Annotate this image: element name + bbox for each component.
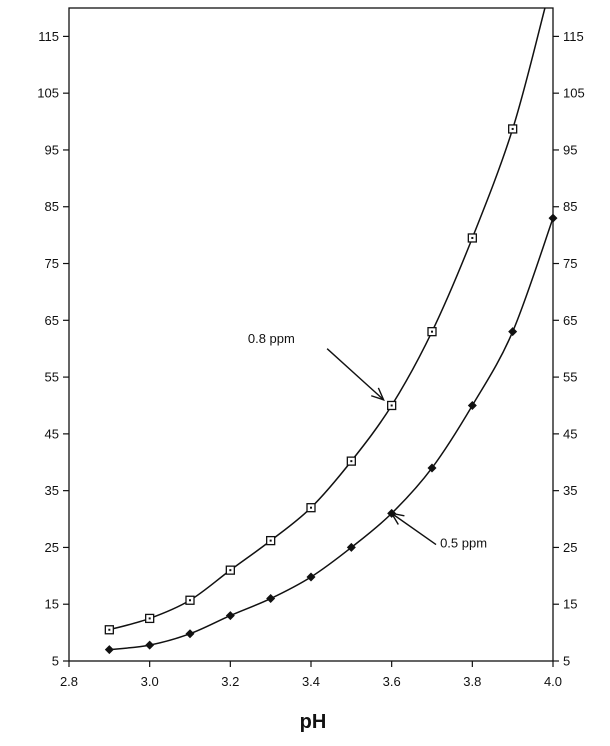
data-point <box>508 327 518 337</box>
series-group <box>104 8 558 655</box>
y-tick-label-right: 15 <box>563 597 577 612</box>
y-tick-label-right: 115 <box>563 29 584 44</box>
y-tick-label-right: 45 <box>563 426 577 441</box>
y-tick-label-left: 25 <box>45 540 59 555</box>
x-tick-label: 3.0 <box>141 674 159 689</box>
data-point <box>185 595 195 605</box>
y-tick-label-left: 35 <box>45 483 59 498</box>
data-point <box>145 640 155 650</box>
data-point <box>225 565 235 575</box>
data-point <box>548 213 558 223</box>
y-tick-label-left: 115 <box>38 29 59 44</box>
y-tick-label-right: 95 <box>563 142 577 157</box>
data-point <box>225 611 235 621</box>
annotation-label: 0.5 ppm <box>440 535 487 550</box>
annotation-arrowhead <box>390 512 405 525</box>
x-tick-label: 3.6 <box>383 674 401 689</box>
data-point <box>306 503 316 513</box>
data-point <box>508 124 518 134</box>
series-line <box>109 217 553 651</box>
y-tick-label-left: 5 <box>52 654 59 669</box>
y-tick-label-left: 45 <box>45 426 59 441</box>
y-tick-label-right: 5 <box>563 654 570 669</box>
y-tick-label-right: 105 <box>563 86 585 101</box>
data-point <box>266 535 276 546</box>
y-tick-label-left: 65 <box>45 313 59 328</box>
data-point <box>185 629 195 639</box>
data-point <box>387 400 397 411</box>
x-tick-label: 3.4 <box>302 674 320 689</box>
y-tick-label-left: 95 <box>45 142 59 157</box>
data-point <box>346 456 356 466</box>
x-tick-label: 4.0 <box>544 674 562 689</box>
annotation-arrow <box>326 348 385 401</box>
annotation-arrow <box>391 512 437 546</box>
plot-border <box>68 7 554 662</box>
y-tick-label-left: 85 <box>45 199 59 214</box>
y-tick-label-left: 55 <box>45 370 59 385</box>
data-point <box>266 594 276 604</box>
data-point <box>145 613 155 624</box>
annotations: 0.8 ppm 0.5 ppm <box>248 331 487 550</box>
y-tick-label-right: 65 <box>563 313 577 328</box>
y-tick-label-right: 75 <box>563 256 577 271</box>
x-axis-title: pH <box>300 711 327 733</box>
y-tick-label-left: 75 <box>45 256 59 271</box>
plot-frame <box>68 7 554 662</box>
data-point <box>427 463 437 473</box>
y-tick-label-right: 55 <box>563 370 577 385</box>
data-point <box>306 572 316 582</box>
data-point <box>427 327 437 337</box>
series-1 <box>104 213 558 655</box>
annotation-arrowhead <box>371 387 385 401</box>
data-point <box>104 645 114 655</box>
annotation-label: 0.8 ppm <box>248 331 295 346</box>
y-tick-label-left: 15 <box>45 597 59 612</box>
data-point <box>467 233 477 243</box>
data-point <box>104 625 114 635</box>
x-tick-label: 3.2 <box>221 674 239 689</box>
y-tick-label-left: 105 <box>37 86 59 101</box>
x-tick-label: 3.8 <box>463 674 481 689</box>
x-tick-label: 2.8 <box>60 674 78 689</box>
data-point <box>467 400 477 410</box>
y-tick-label-right: 35 <box>563 483 577 498</box>
data-point <box>346 542 356 552</box>
series-0 <box>104 8 546 635</box>
y-tick-label-right: 25 <box>563 540 577 555</box>
y-tick-label-right: 85 <box>563 199 577 214</box>
